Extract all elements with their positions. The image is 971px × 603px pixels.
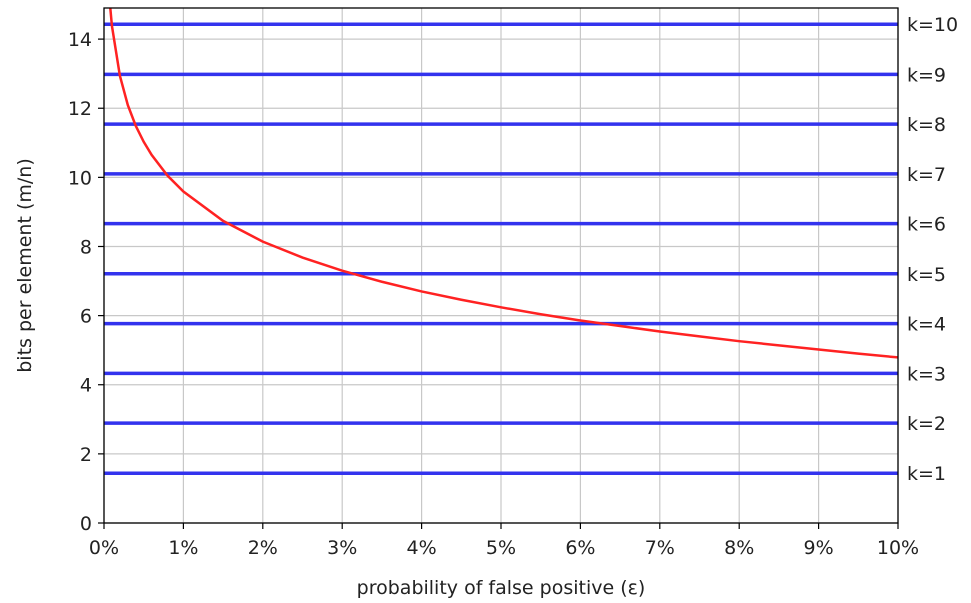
k-line-label: k=3 bbox=[907, 363, 946, 385]
k-line-label: k=6 bbox=[907, 214, 946, 236]
y-tick-label: 6 bbox=[80, 306, 92, 328]
y-tick-label: 14 bbox=[68, 29, 92, 51]
y-tick-label: 0 bbox=[80, 513, 92, 535]
x-tick-label: 4% bbox=[407, 537, 437, 559]
y-tick-label: 2 bbox=[80, 444, 92, 466]
tick-labels: 0% 1% 2% 3% 4% 5% 6% 7% 8% 9% 10% 0 2 4 6 8 10 12 14 bbox=[68, 29, 919, 559]
x-tick-label: 3% bbox=[327, 537, 357, 559]
y-axis-label: bits per element (m/n) bbox=[14, 158, 36, 373]
y-tick-label: 12 bbox=[68, 98, 92, 120]
x-tick-label: 5% bbox=[486, 537, 516, 559]
k-line-label: k=1 bbox=[907, 463, 946, 485]
grid bbox=[103, 8, 899, 524]
k-labels: k=1 k=2 k=3 k=4 k=5 k=6 k=7 k=8 k=9 k=10 bbox=[907, 14, 958, 485]
k-lines bbox=[104, 22, 898, 475]
ticks bbox=[98, 38, 899, 529]
x-axis-label: probability of false positive (ε) bbox=[357, 577, 646, 599]
x-tick-label: 2% bbox=[248, 537, 278, 559]
bits-curve bbox=[109, 8, 898, 359]
k-line-label: k=4 bbox=[907, 314, 946, 336]
y-tick-label: 4 bbox=[80, 375, 92, 397]
k-line-label: k=7 bbox=[907, 164, 946, 186]
k-line-label: k=2 bbox=[907, 413, 946, 435]
x-tick-label: 1% bbox=[168, 537, 198, 559]
x-tick-label: 7% bbox=[645, 537, 675, 559]
x-tick-label: 0% bbox=[89, 537, 119, 559]
bits-curve-group bbox=[109, 8, 898, 359]
x-tick-label: 9% bbox=[804, 537, 834, 559]
k-line-label: k=8 bbox=[907, 114, 946, 136]
k-line-label: k=5 bbox=[907, 264, 946, 286]
x-tick-label: 10% bbox=[877, 537, 919, 559]
x-tick-label: 6% bbox=[565, 537, 595, 559]
x-tick-label: 8% bbox=[724, 537, 754, 559]
y-tick-label: 10 bbox=[68, 167, 92, 189]
k-line-label: k=10 bbox=[907, 14, 958, 36]
y-tick-label: 8 bbox=[80, 236, 92, 258]
k-line-label: k=9 bbox=[907, 64, 946, 86]
